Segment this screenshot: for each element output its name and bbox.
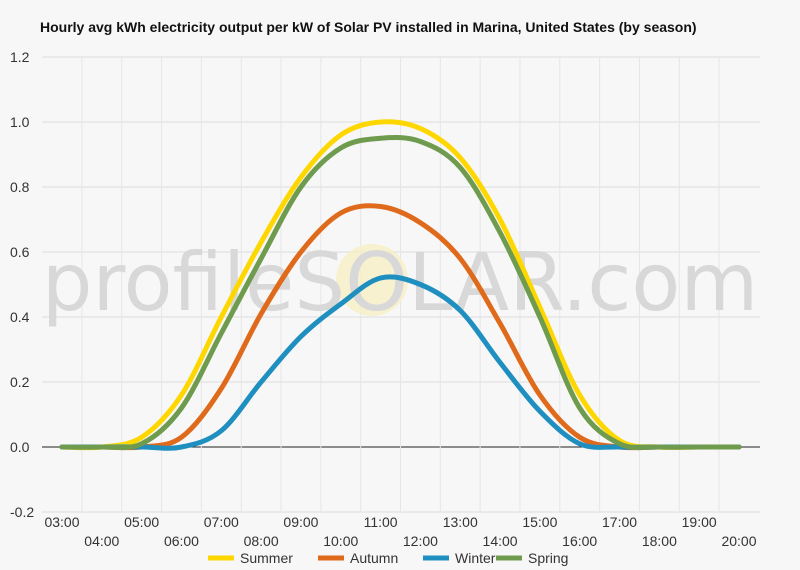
x-tick-label: 15:00 xyxy=(522,514,557,530)
x-tick-label: 17:00 xyxy=(602,514,637,530)
x-tick-label: 18:00 xyxy=(642,533,677,549)
x-tick-label: 08:00 xyxy=(244,533,279,549)
legend-label-winter: Winter xyxy=(455,550,496,566)
x-tick-label: 07:00 xyxy=(204,514,239,530)
x-tick-label: 03:00 xyxy=(44,514,79,530)
legend-label-autumn: Autumn xyxy=(350,550,398,566)
legend-label-spring: Spring xyxy=(528,550,568,566)
x-tick-label: 04:00 xyxy=(84,533,119,549)
x-tick-label: 16:00 xyxy=(562,533,597,549)
x-tick-label: 11:00 xyxy=(364,514,398,530)
x-tick-label: 13:00 xyxy=(443,514,478,530)
x-tick-label: 12:00 xyxy=(403,533,438,549)
series-line-spring xyxy=(59,135,742,451)
x-tick-label: 05:00 xyxy=(124,514,159,530)
y-tick-label: 1.2 xyxy=(10,49,30,65)
y-tick-label: 0.4 xyxy=(10,309,30,325)
legend-label-summer: Summer xyxy=(240,550,293,566)
y-tick-label: 0.8 xyxy=(10,179,30,195)
y-tick-label: 0.0 xyxy=(10,439,30,455)
y-tick-label: 0.6 xyxy=(10,244,30,260)
y-tick-label: 1.0 xyxy=(10,114,30,130)
x-tick-label: 14:00 xyxy=(483,533,518,549)
x-tick-label: 20:00 xyxy=(721,533,756,549)
x-tick-label: 19:00 xyxy=(682,514,717,530)
series-line-summer xyxy=(59,119,742,451)
y-tick-label: -0.2 xyxy=(10,504,34,520)
x-tick-label: 06:00 xyxy=(164,533,199,549)
chart-title: Hourly avg kWh electricity output per kW… xyxy=(40,19,697,35)
x-tick-label: 10:00 xyxy=(323,533,358,549)
y-tick-label: 0.2 xyxy=(10,374,30,390)
x-tick-label: 09:00 xyxy=(283,514,318,530)
watermark-text: profileSOLAR.com xyxy=(42,236,759,329)
